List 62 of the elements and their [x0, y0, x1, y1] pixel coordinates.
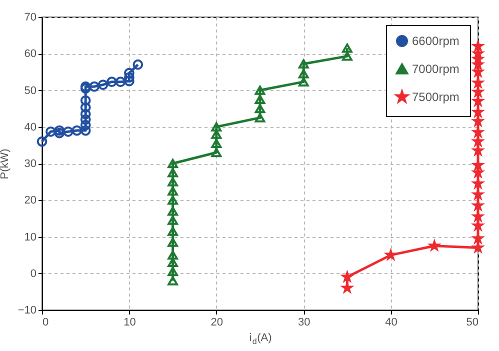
y-tick-label: −10	[18, 304, 36, 316]
point	[132, 59, 144, 70]
point	[254, 113, 266, 122]
point	[54, 125, 65, 136]
point	[124, 76, 134, 86]
point	[80, 95, 91, 106]
legend-label: 7500rpm	[412, 90, 460, 104]
point	[168, 196, 178, 205]
point	[211, 148, 222, 158]
y-tick-label: 20	[24, 194, 36, 207]
point	[298, 59, 309, 69]
point	[211, 138, 222, 148]
point	[342, 52, 352, 61]
point	[168, 186, 178, 196]
point	[168, 266, 178, 276]
point	[80, 114, 91, 125]
point	[168, 206, 178, 216]
point	[168, 158, 178, 168]
point	[168, 177, 178, 186]
point	[124, 68, 134, 78]
y-tick-label: 70	[24, 12, 36, 24]
point	[80, 125, 91, 136]
point	[211, 122, 222, 132]
point	[254, 94, 266, 104]
point	[298, 77, 309, 86]
point	[98, 80, 108, 90]
x-tick-label: 30	[298, 316, 310, 328]
point	[80, 102, 91, 113]
point	[168, 226, 178, 236]
y-tick-label: 60	[24, 48, 36, 60]
y-tick-label: 30	[24, 158, 36, 170]
point	[46, 126, 56, 137]
x-tick-label: 50	[466, 316, 478, 328]
legend-label: 6600rpm	[412, 34, 460, 48]
point	[89, 81, 100, 92]
y-tick-label: 40	[24, 121, 36, 134]
point	[80, 120, 91, 130]
y-tick-label: 10	[24, 231, 36, 244]
point	[254, 86, 266, 95]
point	[72, 125, 82, 136]
point	[62, 126, 74, 137]
point	[80, 108, 91, 120]
point	[54, 128, 65, 138]
x-tick-label: 0	[42, 316, 49, 328]
point	[115, 76, 126, 87]
point	[106, 76, 117, 87]
point	[168, 168, 178, 178]
point	[168, 216, 178, 225]
x-tick-label: 10	[124, 316, 136, 328]
y-tick-label: 50	[24, 84, 36, 97]
point	[168, 276, 178, 286]
point	[168, 250, 178, 260]
point	[36, 136, 48, 147]
x-tick-label: 40	[385, 316, 398, 328]
point	[342, 44, 352, 53]
point	[168, 238, 178, 247]
legend-label: 7000rpm	[412, 62, 460, 76]
y-tick-label: 0	[30, 268, 36, 280]
point	[254, 104, 266, 114]
x-tick-label: 20	[210, 316, 224, 328]
y-axis-title: P(kW)	[0, 148, 11, 180]
point	[298, 69, 309, 78]
